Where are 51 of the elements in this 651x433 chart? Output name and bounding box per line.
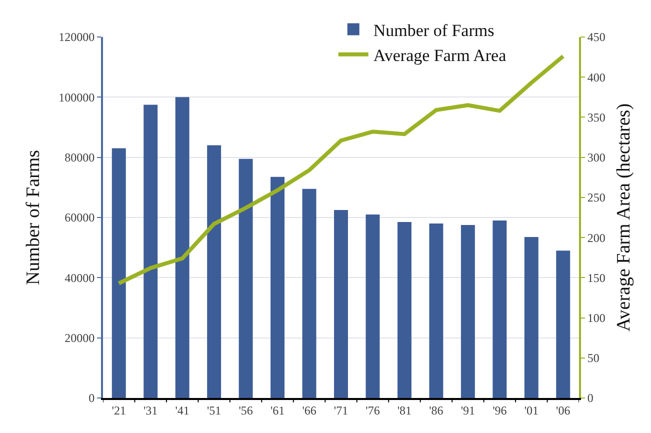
bar <box>334 210 348 398</box>
x-tick-label: '71 <box>334 403 348 418</box>
y-tick-label: 40000 <box>64 270 95 285</box>
bar <box>397 222 412 398</box>
y2-tick-label: 450 <box>587 30 606 44</box>
x-tick-label: '41 <box>175 403 190 418</box>
y2-tick-label: 400 <box>587 70 606 84</box>
legend-label: Number of Farms <box>373 20 494 40</box>
bar <box>270 176 285 398</box>
y-axis-title: Number of Farms <box>22 150 44 286</box>
y2-tick-label: 200 <box>587 230 606 245</box>
bar <box>492 220 507 398</box>
x-tick-label: '86 <box>429 403 444 418</box>
y2-tick-label: 0 <box>587 391 594 406</box>
bar <box>207 145 222 398</box>
x-tick-label: '76 <box>366 403 380 418</box>
y2-tick-label: 300 <box>587 150 606 165</box>
bar <box>238 158 253 398</box>
y-tick-label: 20000 <box>64 331 95 346</box>
y2-tick-label: 50 <box>587 351 600 366</box>
x-tick-label: '81 <box>397 403 412 418</box>
y-tick-label: 80000 <box>64 150 95 165</box>
legend-label: Average Farm Area <box>373 46 507 66</box>
bar <box>556 250 570 398</box>
bar <box>175 97 190 398</box>
x-tick-label: '51 <box>206 403 222 418</box>
y2-tick-label: 100 <box>587 310 606 325</box>
x-tick-label: '01 <box>524 403 538 418</box>
bar <box>460 225 475 398</box>
x-tick-label: '96 <box>492 403 507 418</box>
x-tick-label: '21 <box>112 403 126 418</box>
x-tick-label: '61 <box>270 403 285 418</box>
bar <box>366 214 380 398</box>
bar <box>144 104 158 398</box>
y-tick-label: 60000 <box>64 210 95 225</box>
bar <box>524 237 538 398</box>
y2-tick-label: 250 <box>587 190 606 205</box>
x-tick-label: '31 <box>144 403 158 418</box>
y2-tick-label: 350 <box>587 110 606 124</box>
bar <box>112 148 126 398</box>
y-tick-label: 120000 <box>58 30 95 44</box>
y2-tick-label: 150 <box>587 270 606 285</box>
x-tick-label: '56 <box>238 403 253 418</box>
x-tick-label: '06 <box>556 403 570 418</box>
y2-axis-title: Average Farm Area (hectares) <box>614 103 635 332</box>
bar <box>429 224 444 398</box>
bar <box>302 188 316 398</box>
x-tick-label: '91 <box>460 403 476 418</box>
x-tick-label: '66 <box>302 403 316 418</box>
y-tick-label: 0 <box>88 391 95 406</box>
y-tick-label: 100000 <box>58 90 95 104</box>
